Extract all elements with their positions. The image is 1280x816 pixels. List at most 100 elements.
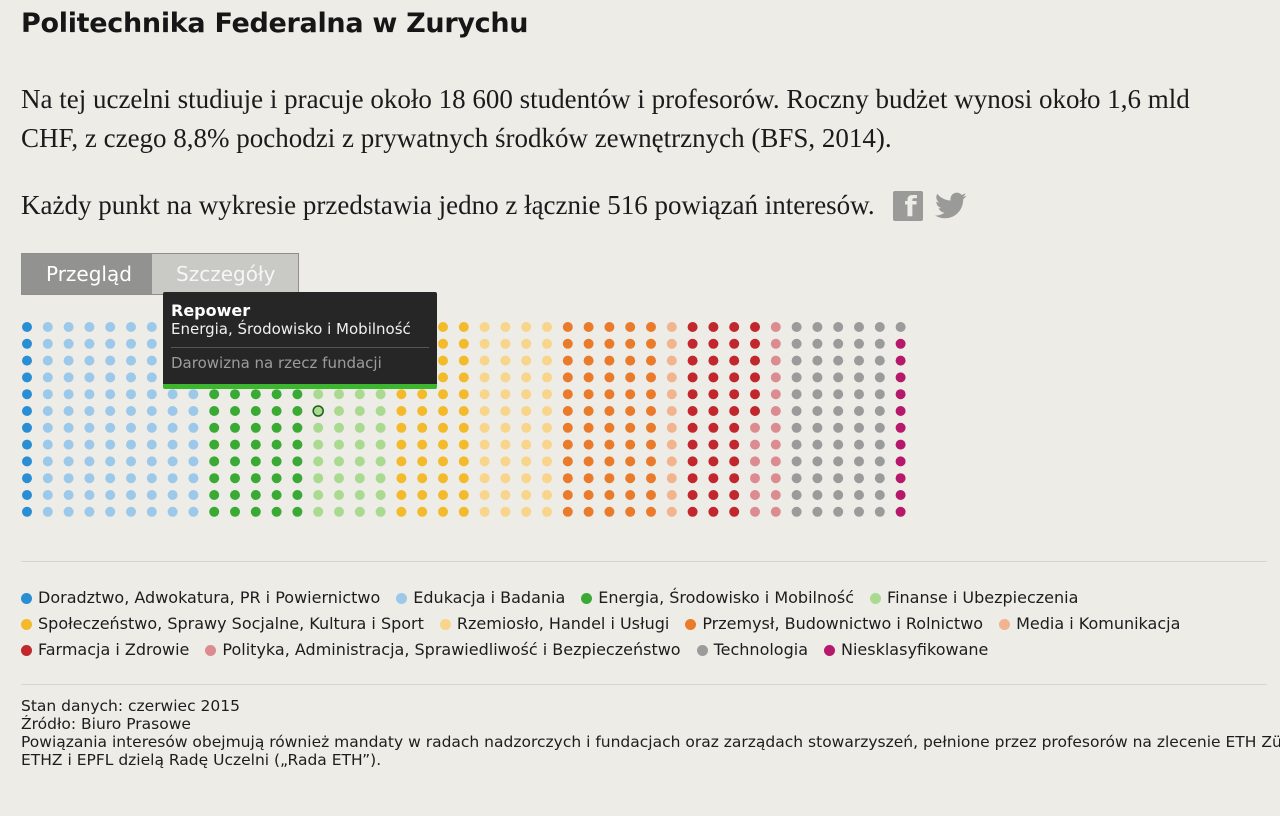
data-point[interactable]	[438, 422, 448, 433]
data-point[interactable]	[42, 372, 53, 383]
data-point[interactable]	[770, 355, 781, 366]
data-point[interactable]	[126, 372, 136, 383]
data-point[interactable]	[167, 490, 178, 500]
data-point[interactable]	[666, 473, 677, 484]
data-point[interactable]	[230, 456, 240, 467]
data-point[interactable]	[687, 473, 698, 484]
data-point[interactable]	[833, 473, 844, 484]
data-point[interactable]	[313, 422, 324, 433]
data-point[interactable]	[22, 372, 32, 383]
data-point[interactable]	[542, 355, 552, 366]
data-point[interactable]	[583, 406, 594, 416]
data-point[interactable]	[479, 406, 490, 416]
data-point[interactable]	[63, 338, 74, 349]
data-point[interactable]	[791, 372, 802, 383]
data-point[interactable]	[583, 456, 594, 467]
data-point[interactable]	[500, 422, 511, 433]
data-point[interactable]	[42, 506, 53, 517]
data-point[interactable]	[500, 473, 511, 484]
data-point[interactable]	[854, 372, 864, 383]
data-point[interactable]	[22, 456, 32, 467]
data-point[interactable]	[729, 422, 740, 433]
data-point[interactable]	[583, 473, 594, 484]
data-point[interactable]	[708, 473, 719, 484]
data-point[interactable]	[646, 338, 656, 349]
data-point[interactable]	[126, 473, 136, 484]
data-point[interactable]	[521, 338, 532, 349]
data-point[interactable]	[250, 439, 261, 450]
data-point[interactable]	[292, 406, 303, 416]
data-point[interactable]	[687, 338, 698, 349]
data-point[interactable]	[105, 355, 116, 366]
data-point[interactable]	[209, 439, 220, 450]
data-point[interactable]	[146, 389, 157, 400]
data-point[interactable]	[105, 338, 116, 349]
data-point[interactable]	[791, 338, 802, 349]
data-point[interactable]	[770, 439, 781, 450]
data-point[interactable]	[854, 422, 864, 433]
data-point[interactable]	[105, 372, 116, 383]
data-point[interactable]	[895, 422, 906, 433]
data-point[interactable]	[250, 422, 261, 433]
data-point[interactable]	[646, 456, 656, 467]
data-point[interactable]	[63, 490, 74, 500]
data-point[interactable]	[22, 406, 32, 416]
data-point[interactable]	[84, 355, 95, 366]
data-point[interactable]	[812, 506, 823, 517]
legend-item[interactable]: Farmacja i Zdrowie	[21, 637, 189, 663]
data-point[interactable]	[542, 422, 552, 433]
data-point[interactable]	[42, 338, 53, 349]
data-point[interactable]	[438, 372, 448, 383]
data-point[interactable]	[375, 473, 386, 484]
data-point[interactable]	[708, 490, 719, 500]
data-point[interactable]	[209, 490, 220, 500]
data-point[interactable]	[521, 406, 532, 416]
data-point[interactable]	[458, 389, 469, 400]
data-point[interactable]	[562, 406, 573, 416]
data-point[interactable]	[209, 389, 220, 400]
data-point[interactable]	[354, 506, 365, 517]
data-point[interactable]	[791, 355, 802, 366]
data-point[interactable]	[42, 355, 53, 366]
data-point[interactable]	[729, 355, 740, 366]
data-point[interactable]	[791, 389, 802, 400]
data-point[interactable]	[687, 422, 698, 433]
legend-item[interactable]: Finanse i Ubezpieczenia	[870, 585, 1078, 611]
data-point[interactable]	[84, 406, 95, 416]
data-point[interactable]	[375, 506, 386, 517]
data-point[interactable]	[646, 473, 656, 484]
data-point[interactable]	[542, 439, 552, 450]
legend-item[interactable]: Doradztwo, Adwokatura, PR i Powiernictwo	[21, 585, 380, 611]
data-point[interactable]	[895, 439, 906, 450]
data-point[interactable]	[708, 355, 719, 366]
data-point[interactable]	[354, 456, 365, 467]
data-point[interactable]	[812, 406, 823, 416]
data-point[interactable]	[646, 439, 656, 450]
data-point[interactable]	[687, 406, 698, 416]
data-point[interactable]	[750, 473, 760, 484]
data-point[interactable]	[271, 506, 282, 517]
data-point[interactable]	[666, 439, 677, 450]
data-point[interactable]	[167, 422, 178, 433]
data-point[interactable]	[313, 456, 324, 467]
data-point[interactable]	[230, 439, 240, 450]
data-point[interactable]	[458, 422, 469, 433]
data-point[interactable]	[188, 473, 199, 484]
data-point[interactable]	[708, 389, 719, 400]
data-point[interactable]	[833, 490, 844, 500]
data-point[interactable]	[146, 322, 157, 332]
data-point[interactable]	[105, 406, 116, 416]
data-point[interactable]	[854, 490, 864, 500]
data-point[interactable]	[292, 422, 303, 433]
data-point[interactable]	[874, 456, 885, 467]
data-point[interactable]	[895, 473, 906, 484]
data-point[interactable]	[604, 473, 615, 484]
data-point[interactable]	[874, 372, 885, 383]
data-point[interactable]	[63, 506, 74, 517]
data-point[interactable]	[854, 473, 864, 484]
data-point[interactable]	[646, 372, 656, 383]
data-point[interactable]	[708, 422, 719, 433]
data-point[interactable]	[521, 473, 532, 484]
data-point[interactable]	[562, 338, 573, 349]
data-point[interactable]	[750, 422, 760, 433]
